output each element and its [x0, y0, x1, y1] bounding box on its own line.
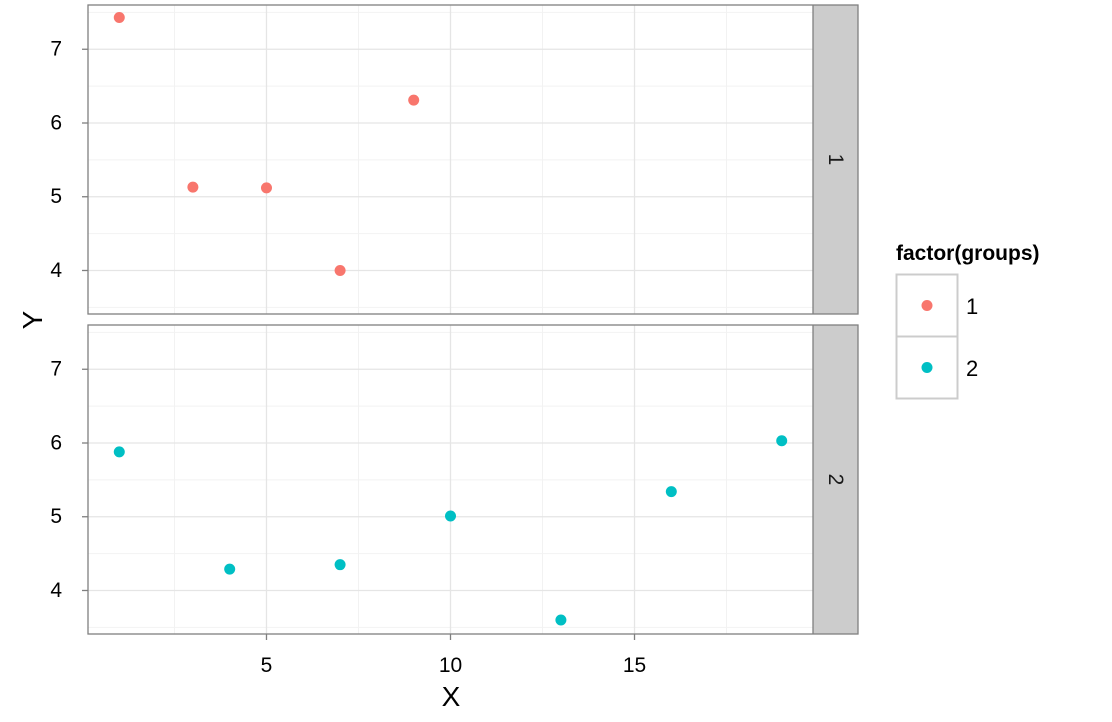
- y-tick-label: 6: [50, 111, 62, 134]
- facet-strip: [813, 325, 858, 634]
- legend-label-2: 2: [966, 356, 978, 381]
- data-point: [187, 181, 199, 193]
- facet-strip: [813, 5, 858, 314]
- y-tick-label: 6: [50, 431, 62, 454]
- x-axis-title: X: [442, 681, 461, 712]
- y-tick-label: 5: [50, 185, 62, 208]
- x-tick-label: 15: [623, 654, 646, 677]
- data-point: [113, 446, 125, 458]
- legend: factor(groups) 1 2: [895, 242, 1040, 400]
- legend-key-1: [921, 300, 933, 311]
- axes-layer: 4 5 6 7 4 5 6 7 5 10 15: [50, 38, 646, 677]
- y-tick-label: 7: [50, 358, 62, 381]
- facet-strip-label: 2: [824, 474, 847, 486]
- data-point: [334, 559, 346, 571]
- facet-panel-2: 2: [87, 324, 859, 635]
- data-point: [334, 264, 346, 276]
- legend-label-1: 1: [966, 294, 978, 319]
- legend-title: factor(groups): [896, 242, 1040, 265]
- panel-border: [87, 4, 859, 315]
- y-tick-label: 4: [50, 579, 62, 602]
- data-point: [555, 614, 567, 626]
- data-point: [224, 563, 236, 575]
- x-tick-label: 10: [439, 654, 462, 677]
- facet-strip-label: 1: [824, 154, 847, 166]
- data-point: [113, 12, 125, 24]
- data-point: [665, 486, 677, 498]
- y-tick-label: 4: [50, 259, 62, 282]
- data-point: [408, 94, 420, 106]
- x-tick-label: 5: [261, 654, 273, 677]
- y-tick-label: 7: [50, 38, 62, 61]
- panels-layer: 12: [87, 4, 859, 635]
- y-tick-label: 5: [50, 505, 62, 528]
- y-axis-title: Y: [17, 310, 48, 329]
- panel-border: [87, 324, 859, 635]
- legend-key-2: [921, 362, 933, 373]
- data-point: [445, 510, 456, 522]
- data-point: [260, 182, 272, 194]
- data-point: [776, 435, 788, 447]
- facet-panel-1: 1: [87, 4, 859, 315]
